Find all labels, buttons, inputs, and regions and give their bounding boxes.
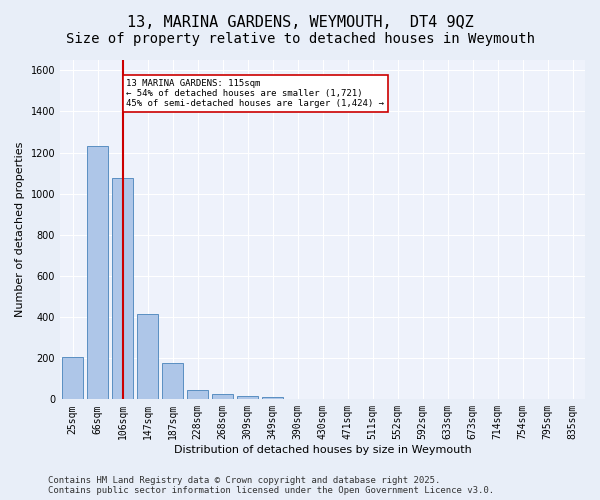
Bar [262,398,283,400]
Bar [187,390,208,400]
Bar [212,394,233,400]
Bar [87,146,108,400]
Text: Size of property relative to detached houses in Weymouth: Size of property relative to detached ho… [65,32,535,46]
Bar [162,362,183,400]
Text: 13 MARINA GARDENS: 115sqm
← 54% of detached houses are smaller (1,721)
45% of se: 13 MARINA GARDENS: 115sqm ← 54% of detac… [126,78,384,108]
Text: 13, MARINA GARDENS, WEYMOUTH,  DT4 9QZ: 13, MARINA GARDENS, WEYMOUTH, DT4 9QZ [127,15,473,30]
Text: Contains HM Land Registry data © Crown copyright and database right 2025.
Contai: Contains HM Land Registry data © Crown c… [48,476,494,495]
Bar [237,396,258,400]
Bar [137,314,158,400]
Y-axis label: Number of detached properties: Number of detached properties [15,142,25,318]
Bar [112,178,133,400]
X-axis label: Distribution of detached houses by size in Weymouth: Distribution of detached houses by size … [173,445,472,455]
Bar [62,357,83,400]
